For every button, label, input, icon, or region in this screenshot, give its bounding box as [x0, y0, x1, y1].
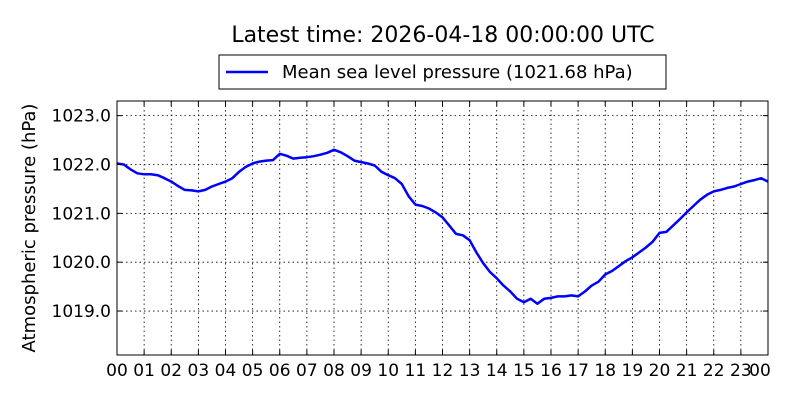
x-tick-label: 16: [540, 361, 562, 381]
x-tick-label: 01: [133, 361, 155, 381]
x-tick-label: 22: [703, 361, 725, 381]
legend-label: Mean sea level pressure (1021.68 hPa): [282, 62, 633, 83]
x-tick-label: 11: [405, 361, 427, 381]
x-tick-label: 09: [350, 361, 372, 381]
x-tick-label: 10: [377, 361, 399, 381]
x-tick-label: 05: [242, 361, 264, 381]
x-tick-label: 08: [323, 361, 345, 381]
grid: [116, 101, 769, 355]
x-tick-label: 19: [622, 361, 644, 381]
x-tick-label: 18: [594, 361, 616, 381]
x-tick-label: 15: [513, 361, 535, 381]
x-tick-label: 06: [269, 361, 291, 381]
x-tick-label: 23: [730, 361, 752, 381]
y-tick-label: 1023.0: [52, 107, 111, 127]
y-tick-label: 1021.0: [52, 204, 111, 224]
x-tick-label: 02: [160, 361, 182, 381]
x-tick-label: 20: [649, 361, 671, 381]
y-tick-label: 1022.0: [52, 156, 111, 176]
y-tick-label: 1020.0: [52, 253, 111, 273]
x-tick-label: 13: [459, 361, 481, 381]
y-axis: 1019.0 1020.0 1021.0 1022.0 1023.0: [52, 107, 768, 322]
x-tick-label: 17: [567, 361, 589, 381]
x-tick-label: 12: [432, 361, 454, 381]
x-tick-label: 21: [676, 361, 698, 381]
x-tick-label: 00: [106, 361, 128, 381]
x-tick-label: 03: [188, 361, 210, 381]
y-tick-label: 1019.0: [52, 302, 111, 322]
series-line-0: [116, 148, 769, 305]
legend-box: [218, 54, 667, 90]
x-tick-label: 00: [749, 361, 771, 381]
legend: Mean sea level pressure (1021.68 hPa): [218, 54, 667, 90]
x-tick-label: 14: [486, 361, 508, 381]
chart-title: Latest time: 2026-04-18 00:00:00 UTC: [231, 23, 654, 48]
x-tick-label: 07: [296, 361, 318, 381]
x-axis: 00 01 02 03 04 05 06 07 08 09 10 11 12 13 14 15 16 17 18 19…: [106, 101, 771, 381]
x-tick-label: 04: [215, 361, 237, 381]
y-axis-label: Atmospheric pressure (hPa): [19, 104, 40, 353]
series-group: [116, 148, 769, 305]
